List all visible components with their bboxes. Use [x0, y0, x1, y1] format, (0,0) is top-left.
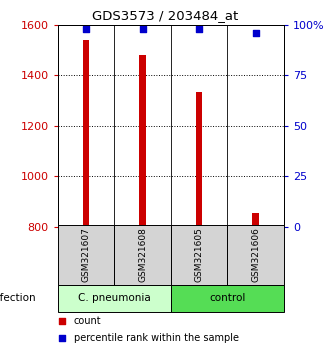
Bar	[58, 225, 114, 285]
Text: GSM321607: GSM321607	[82, 227, 90, 282]
Text: GSM321608: GSM321608	[138, 227, 147, 282]
Point	[140, 26, 145, 32]
Bar	[171, 225, 227, 285]
Text: percentile rank within the sample: percentile rank within the sample	[74, 333, 239, 343]
Bar	[58, 285, 171, 312]
Bar	[196, 92, 202, 227]
Text: count: count	[74, 316, 101, 326]
Point	[253, 30, 258, 36]
Bar	[171, 285, 284, 312]
Point	[196, 26, 202, 32]
Text: control: control	[209, 293, 246, 303]
Bar	[82, 40, 89, 227]
Bar	[139, 55, 146, 227]
Point	[60, 335, 65, 341]
Point	[60, 318, 65, 324]
Bar	[252, 213, 259, 227]
Text: GDS3573 / 203484_at: GDS3573 / 203484_at	[92, 9, 238, 22]
Text: infection: infection	[0, 293, 35, 303]
Text: GSM321605: GSM321605	[194, 227, 204, 282]
Text: GSM321606: GSM321606	[251, 227, 260, 282]
Text: C. pneumonia: C. pneumonia	[78, 293, 150, 303]
Bar	[227, 225, 284, 285]
Point	[83, 26, 89, 32]
Bar	[114, 225, 171, 285]
